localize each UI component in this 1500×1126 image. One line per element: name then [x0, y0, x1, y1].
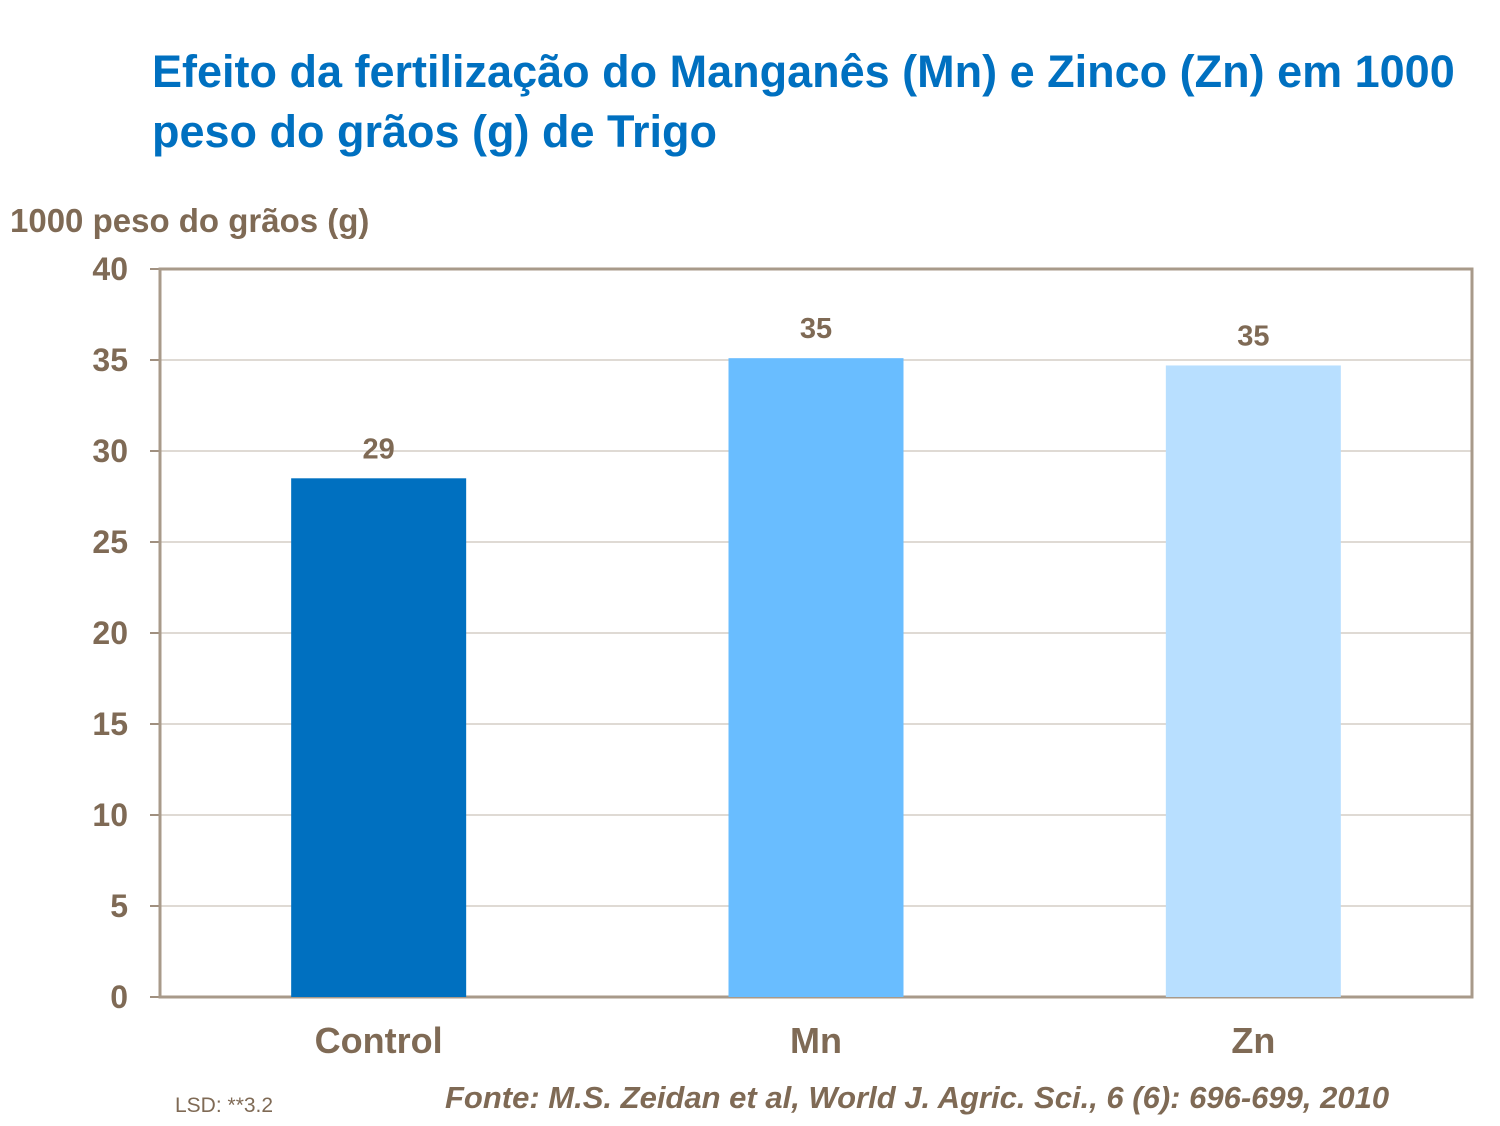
bar-mn — [728, 358, 904, 997]
data-label: 35 — [800, 313, 832, 345]
y-tick-label: 35 — [92, 342, 128, 378]
y-tick-label: 20 — [92, 615, 128, 651]
x-tick-label: Mn — [790, 1020, 842, 1061]
y-tick-label: 0 — [110, 979, 128, 1015]
y-tick-label: 25 — [92, 524, 128, 560]
y-tick-label: 30 — [92, 433, 128, 469]
x-tick-label: Control — [315, 1020, 443, 1061]
y-tick-label: 10 — [92, 797, 128, 833]
chart-title: Efeito da fertilização do Manganês (Mn) … — [152, 46, 1455, 157]
data-label: 29 — [363, 433, 395, 465]
y-tick-label: 15 — [92, 706, 128, 742]
lsd-note: LSD: **3.2 — [175, 1094, 274, 1117]
y-tick-label: 40 — [92, 251, 128, 287]
source-citation: Fonte: M.S. Zeidan et al, World J. Agric… — [445, 1080, 1390, 1115]
bar-zn — [1165, 365, 1341, 998]
y-axis-label: 1000 peso do grãos (g) — [10, 202, 370, 239]
data-label: 35 — [1237, 320, 1269, 352]
x-tick-label: Zn — [1231, 1020, 1275, 1061]
y-tick-label: 5 — [110, 888, 128, 924]
bar-control — [291, 478, 467, 997]
